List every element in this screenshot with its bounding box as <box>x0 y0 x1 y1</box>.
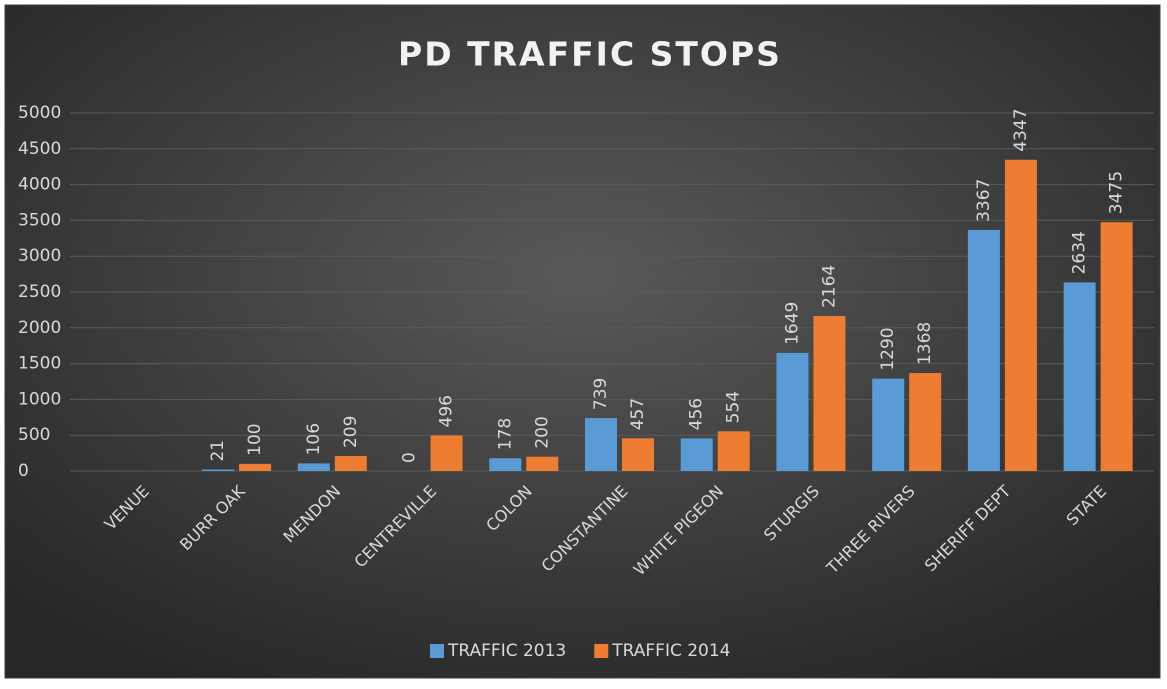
y-tick-label: 1500 <box>18 354 61 374</box>
data-label: 457 <box>628 398 648 430</box>
bar <box>1004 159 1037 471</box>
data-label: 739 <box>591 378 611 410</box>
data-label: 0 <box>400 452 420 463</box>
chart-title: PD TRAFFIC STOPS <box>398 35 782 74</box>
bar <box>622 438 654 471</box>
legend-label: TRAFFIC 2013 <box>447 641 566 661</box>
bar <box>776 352 809 471</box>
bar <box>334 456 367 471</box>
data-label: 100 <box>245 423 265 455</box>
y-tick-label: 4000 <box>18 175 61 195</box>
bar <box>297 463 330 471</box>
y-tick-label: 4500 <box>18 139 61 159</box>
data-label: 209 <box>341 416 361 448</box>
bar <box>717 431 750 471</box>
data-label: 4347 <box>1011 108 1031 151</box>
bar <box>909 373 942 471</box>
bar <box>967 229 1000 471</box>
y-tick-label: 2500 <box>18 282 61 302</box>
y-tick-label: 3500 <box>18 210 61 230</box>
data-label: 21 <box>208 440 228 462</box>
data-label: 1368 <box>915 322 935 365</box>
bar <box>1063 282 1096 471</box>
data-label: 3475 <box>1107 171 1127 214</box>
y-tick-label: 500 <box>18 425 50 445</box>
data-label: 2164 <box>819 265 839 308</box>
y-tick-label: 1000 <box>18 389 61 409</box>
y-tick-label: 3000 <box>18 246 61 266</box>
data-label: 200 <box>532 416 552 448</box>
legend-label: TRAFFIC 2014 <box>611 641 730 661</box>
data-label: 1290 <box>878 327 898 370</box>
y-tick-label: 2000 <box>18 318 61 338</box>
bar <box>430 435 463 471</box>
data-label: 178 <box>495 418 515 450</box>
data-label: 2634 <box>1070 231 1090 274</box>
y-tick-label: 5000 <box>18 103 61 123</box>
legend-swatch <box>430 644 444 658</box>
data-label: 106 <box>304 423 324 455</box>
data-label: 554 <box>724 391 744 423</box>
data-label: 3367 <box>974 179 994 222</box>
bar <box>239 463 272 471</box>
bar <box>813 316 846 471</box>
bar <box>489 458 522 471</box>
chart-background <box>4 4 1161 679</box>
data-label: 456 <box>687 398 707 430</box>
bar <box>585 418 617 471</box>
bar <box>202 469 235 471</box>
legend-swatch <box>594 644 609 658</box>
bar <box>872 378 905 471</box>
data-label: 1649 <box>782 302 802 345</box>
bar <box>526 456 559 471</box>
bar <box>680 438 713 471</box>
bar <box>1100 222 1133 471</box>
y-tick-label: 0 <box>18 461 29 481</box>
data-label: 496 <box>437 395 457 427</box>
